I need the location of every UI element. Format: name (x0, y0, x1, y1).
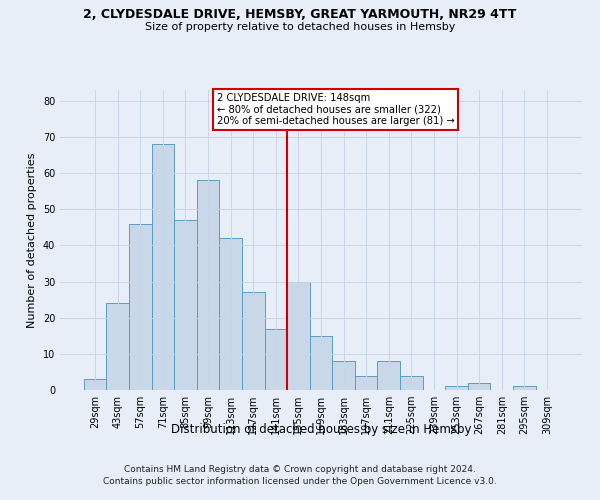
Bar (220, 238, 242, 390)
Bar (106, 304, 129, 390)
Y-axis label: Number of detached properties: Number of detached properties (27, 152, 37, 328)
Bar (513, 386, 536, 390)
Bar (310, 336, 332, 390)
Bar (400, 376, 422, 390)
Text: Distribution of detached houses by size in Hemsby: Distribution of detached houses by size … (171, 422, 471, 436)
Bar (445, 386, 468, 390)
Bar (174, 220, 197, 390)
Text: Contains public sector information licensed under the Open Government Licence v3: Contains public sector information licen… (103, 478, 497, 486)
Bar (332, 361, 355, 390)
Text: 2, CLYDESDALE DRIVE, HEMSBY, GREAT YARMOUTH, NR29 4TT: 2, CLYDESDALE DRIVE, HEMSBY, GREAT YARMO… (83, 8, 517, 20)
Bar (287, 282, 310, 390)
Bar (377, 361, 400, 390)
Bar (129, 224, 152, 390)
Text: Size of property relative to detached houses in Hemsby: Size of property relative to detached ho… (145, 22, 455, 32)
Bar (242, 292, 265, 390)
Bar (84, 379, 106, 390)
Bar (152, 144, 174, 390)
Text: Contains HM Land Registry data © Crown copyright and database right 2024.: Contains HM Land Registry data © Crown c… (124, 465, 476, 474)
Bar (355, 376, 377, 390)
Bar (468, 383, 490, 390)
Bar (197, 180, 220, 390)
Text: 2 CLYDESDALE DRIVE: 148sqm
← 80% of detached houses are smaller (322)
20% of sem: 2 CLYDESDALE DRIVE: 148sqm ← 80% of deta… (217, 93, 454, 126)
Bar (265, 328, 287, 390)
